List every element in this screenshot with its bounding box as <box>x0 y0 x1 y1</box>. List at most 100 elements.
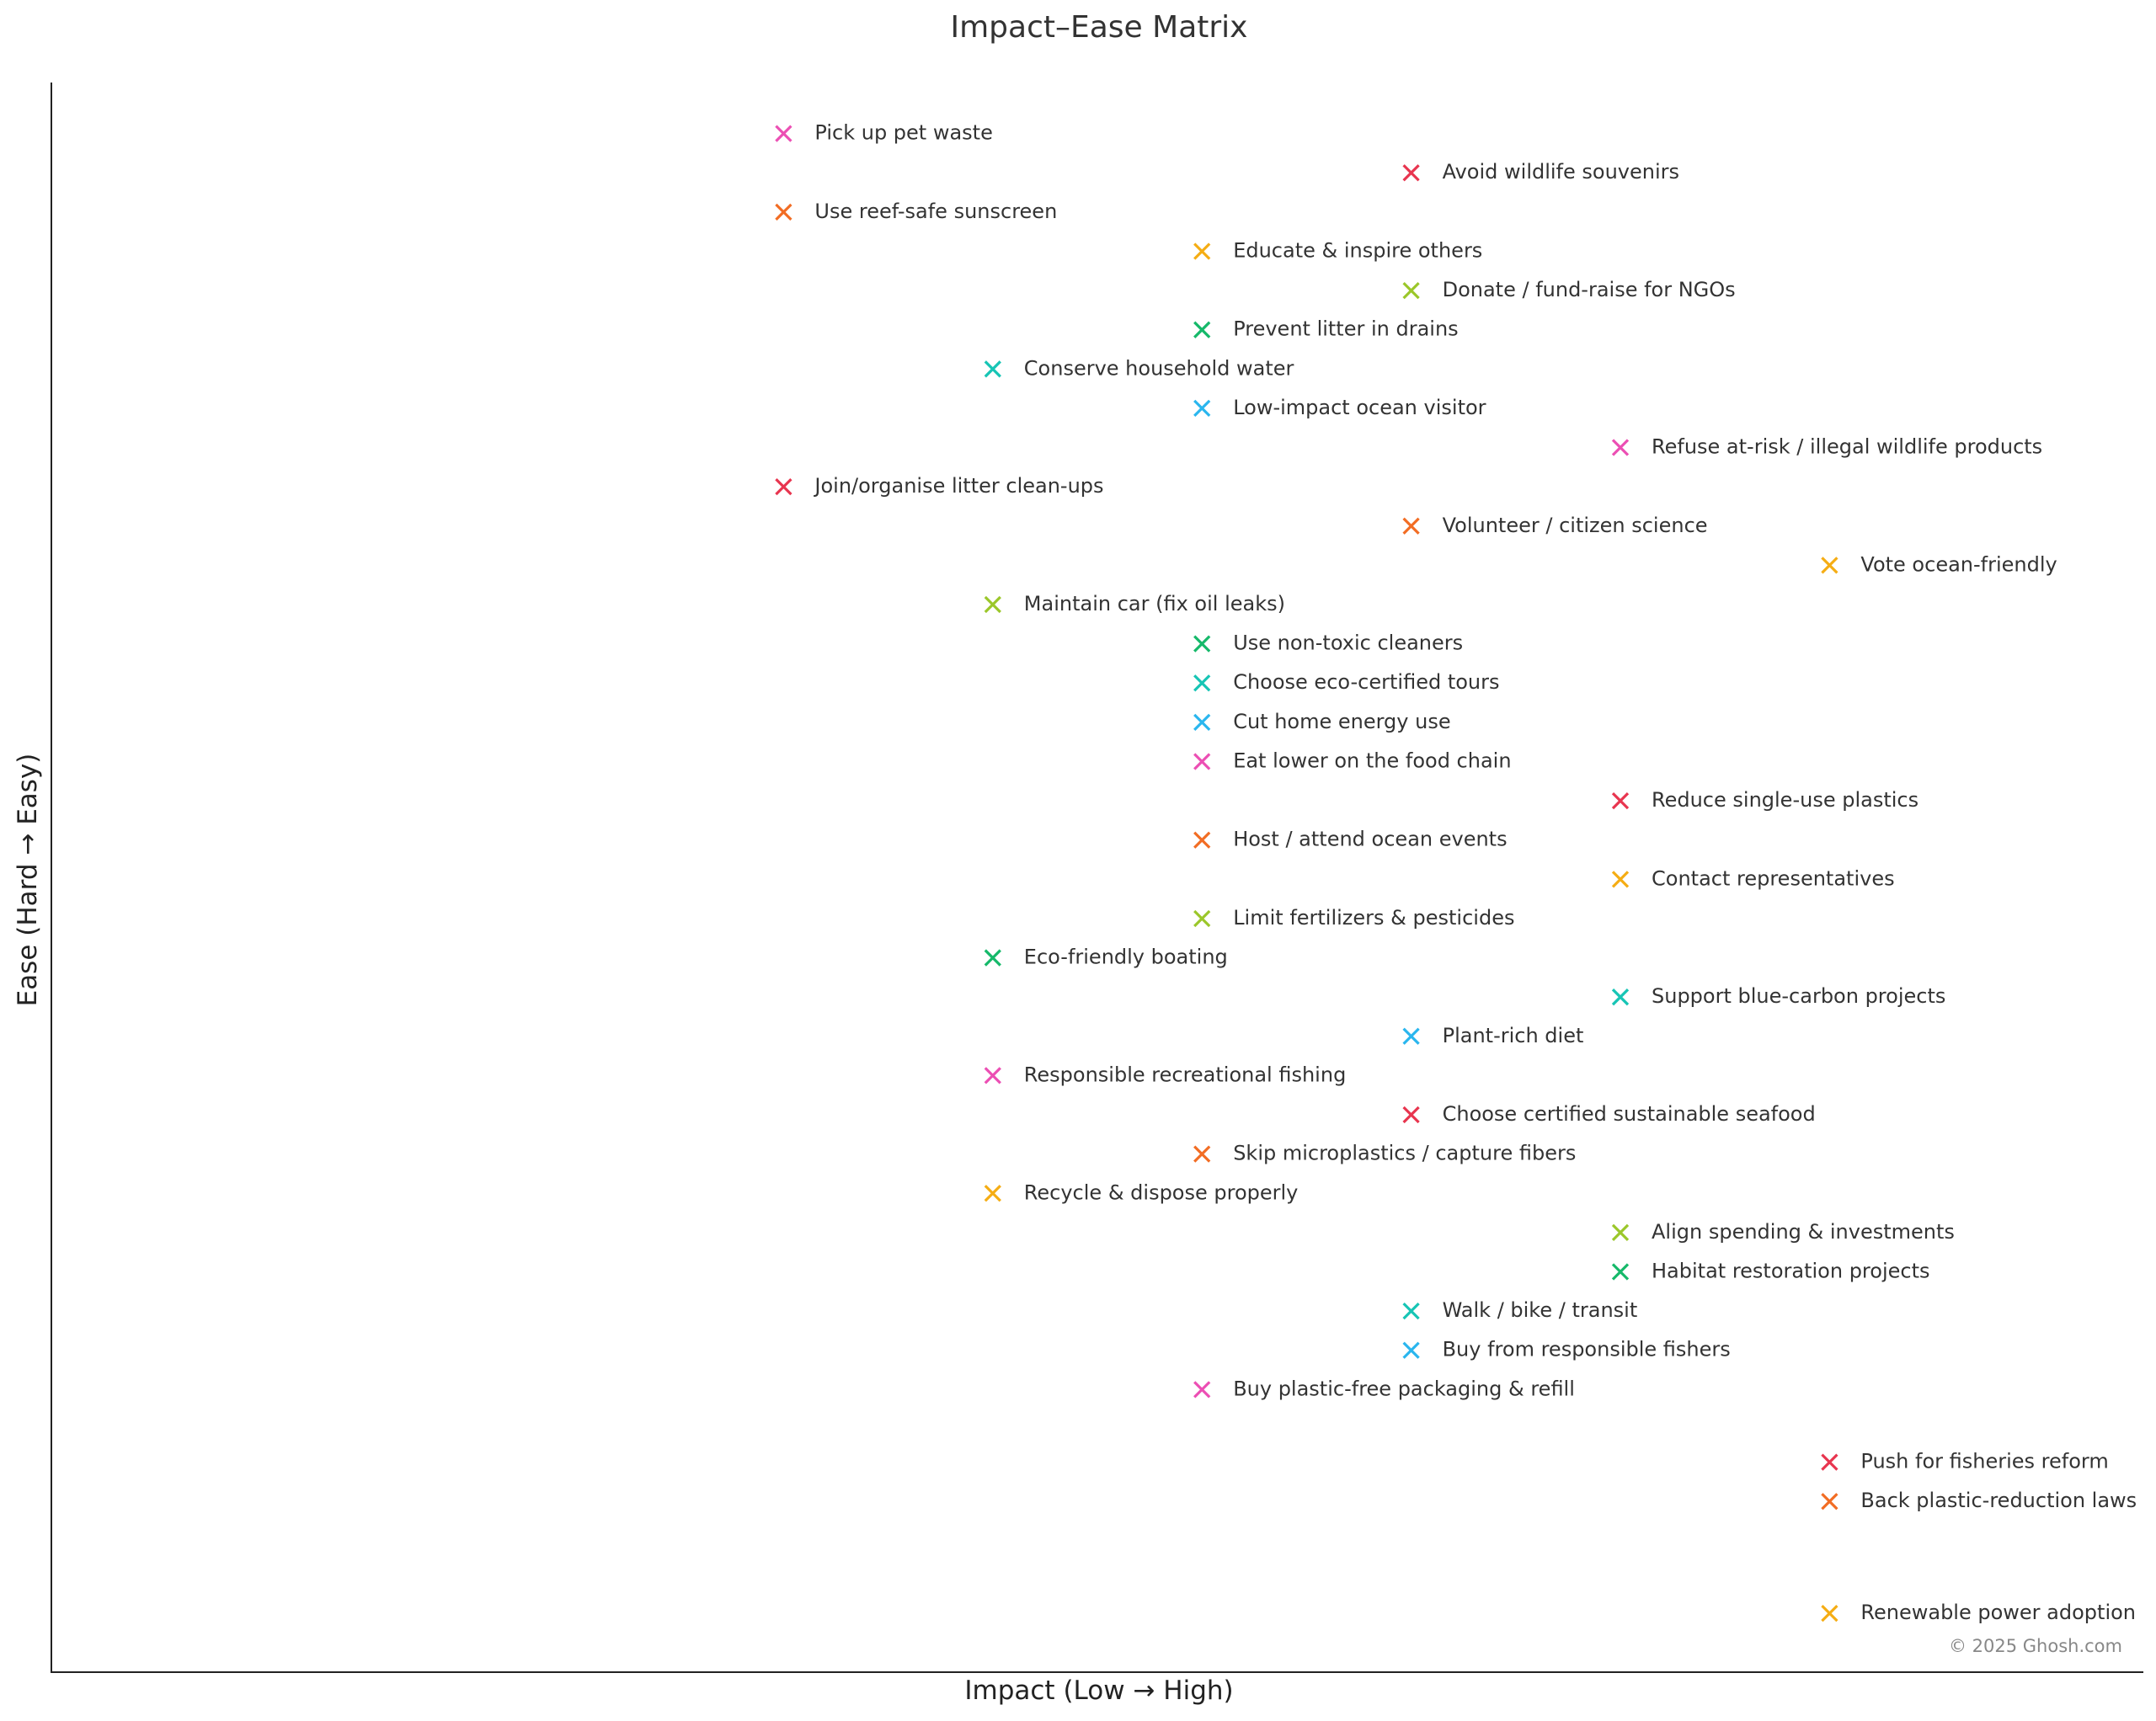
point-label: Avoid wildlife souvenirs <box>1443 160 1679 184</box>
point-marker <box>1193 1145 1211 1163</box>
scatter-point: Limit fertilizers & pesticides <box>1193 906 1514 930</box>
point-marker <box>1611 871 1630 888</box>
scatter-point: Responsible recreational fishing <box>984 1063 1347 1086</box>
points-layer: Pick up pet waste Avoid wildlife souvenir… <box>775 121 2137 1624</box>
point-label: Educate & inspire others <box>1233 238 1482 262</box>
point-label: Refuse at-risk / illegal wildlife produc… <box>1652 435 2042 459</box>
point-label: Low-impact ocean visitor <box>1233 396 1486 419</box>
point-marker <box>1402 281 1420 300</box>
point-label: Vote ocean-friendly <box>1860 552 2057 576</box>
point-label: Choose eco-certified tours <box>1233 670 1499 694</box>
point-label: Walk / bike / transit <box>1443 1298 1638 1322</box>
point-marker <box>1611 988 1630 1006</box>
point-marker <box>1193 713 1211 731</box>
point-label: Support blue-carbon projects <box>1652 984 1945 1008</box>
scatter-point: Low-impact ocean visitor <box>1193 396 1486 419</box>
point-label: Contact representatives <box>1652 866 1895 890</box>
x-axis-label: Impact (Low → High) <box>964 1676 1234 1706</box>
chart-title: Impact–Ease Matrix <box>950 10 1248 45</box>
scatter-point: Support blue-carbon projects <box>1611 984 1945 1008</box>
scatter-point: Prevent litter in drains <box>1193 317 1459 341</box>
scatter-point: Host / attend ocean events <box>1193 828 1508 851</box>
scatter-point: Avoid wildlife souvenirs <box>1402 160 1679 184</box>
point-label: Buy plastic-free packaging & refill <box>1233 1377 1575 1400</box>
point-marker <box>1611 439 1630 456</box>
point-marker <box>984 1185 1001 1202</box>
point-label: Donate / fund-raise for NGOs <box>1443 278 1736 301</box>
scatter-point: Back plastic-reduction laws <box>1821 1489 2137 1512</box>
point-marker <box>1611 1263 1630 1281</box>
point-marker <box>1193 321 1211 338</box>
point-label: Choose certified sustainable seafood <box>1443 1102 1816 1126</box>
point-label: Eat lower on the food chain <box>1233 749 1511 772</box>
point-marker <box>1402 1027 1420 1045</box>
point-marker <box>984 595 1001 614</box>
point-marker <box>1193 399 1211 418</box>
point-label: Prevent litter in drains <box>1233 317 1459 341</box>
point-marker <box>1193 242 1211 260</box>
point-label: Recycle & dispose properly <box>1024 1180 1299 1204</box>
point-marker <box>1821 1604 1838 1622</box>
scatter-point: Maintain car (fix oil leaks) <box>984 592 1285 615</box>
scatter-point: Conserve household water <box>984 356 1294 380</box>
point-marker <box>1193 1381 1211 1399</box>
point-label: Renewable power adoption <box>1860 1601 2136 1624</box>
point-marker <box>1611 1223 1630 1242</box>
scatter-point: Walk / bike / transit <box>1402 1298 1638 1322</box>
point-marker <box>775 203 792 221</box>
point-marker <box>984 1067 1001 1084</box>
point-marker <box>775 125 792 142</box>
scatter-point: Align spending & investments <box>1611 1220 1955 1244</box>
scatter-point: Choose eco-certified tours <box>1193 670 1500 694</box>
point-label: Volunteer / citizen science <box>1443 514 1708 537</box>
point-marker <box>1193 831 1211 849</box>
scatter-point: Choose certified sustainable seafood <box>1402 1102 1816 1126</box>
scatter-point: Push for fisheries reform <box>1821 1450 2109 1473</box>
point-label: Host / attend ocean events <box>1233 828 1507 851</box>
point-marker <box>1402 164 1420 182</box>
point-label: Eco-friendly boating <box>1024 946 1228 969</box>
point-label: Cut home energy use <box>1233 710 1450 733</box>
point-marker <box>1611 791 1630 810</box>
scatter-point: Volunteer / citizen science <box>1402 514 1708 537</box>
point-label: Buy from responsible fishers <box>1443 1338 1731 1361</box>
point-label: Use reef-safe sunscreen <box>814 200 1057 223</box>
scatter-point: Use reef-safe sunscreen <box>775 200 1057 223</box>
point-marker <box>775 478 792 496</box>
point-marker <box>1821 1493 1838 1511</box>
point-label: Back plastic-reduction laws <box>1860 1489 2137 1512</box>
point-label: Skip microplastics / capture fibers <box>1233 1142 1576 1165</box>
point-label: Plant-rich diet <box>1443 1024 1584 1047</box>
scatter-point: Eat lower on the food chain <box>1193 749 1512 772</box>
point-label: Responsible recreational fishing <box>1024 1063 1347 1086</box>
point-marker <box>1193 674 1211 692</box>
point-label: Join/organise litter clean-ups <box>813 474 1103 498</box>
point-marker <box>1402 1302 1420 1320</box>
point-label: Use non-toxic cleaners <box>1233 631 1463 655</box>
scatter-point: Join/organise litter clean-ups <box>775 474 1104 498</box>
scatter-point: Use non-toxic cleaners <box>1193 631 1463 655</box>
point-marker <box>984 949 1001 967</box>
point-label: Maintain car (fix oil leaks) <box>1024 592 1285 615</box>
scatter-point: Skip microplastics / capture fibers <box>1193 1142 1576 1165</box>
point-label: Push for fisheries reform <box>1860 1450 2108 1473</box>
scatter-point: Buy plastic-free packaging & refill <box>1193 1377 1575 1400</box>
point-marker <box>984 360 1001 378</box>
scatter-point: Pick up pet waste <box>775 121 993 145</box>
point-marker <box>1193 635 1211 653</box>
point-marker <box>1821 1453 1838 1471</box>
point-label: Habitat restoration projects <box>1652 1260 1930 1283</box>
point-marker <box>1193 753 1211 770</box>
scatter-point: Vote ocean-friendly <box>1821 552 2057 576</box>
scatter-point: Eco-friendly boating <box>984 946 1228 969</box>
scatter-point: Reduce single-use plastics <box>1611 788 1919 812</box>
scatter-point: Cut home energy use <box>1193 710 1451 733</box>
point-label: Pick up pet waste <box>814 121 992 145</box>
scatter-point: Habitat restoration projects <box>1611 1260 1930 1283</box>
point-marker <box>1402 1106 1420 1124</box>
scatter-point: Renewable power adoption <box>1821 1601 2136 1624</box>
scatter-point: Plant-rich diet <box>1402 1024 1584 1047</box>
point-marker <box>1821 557 1838 574</box>
